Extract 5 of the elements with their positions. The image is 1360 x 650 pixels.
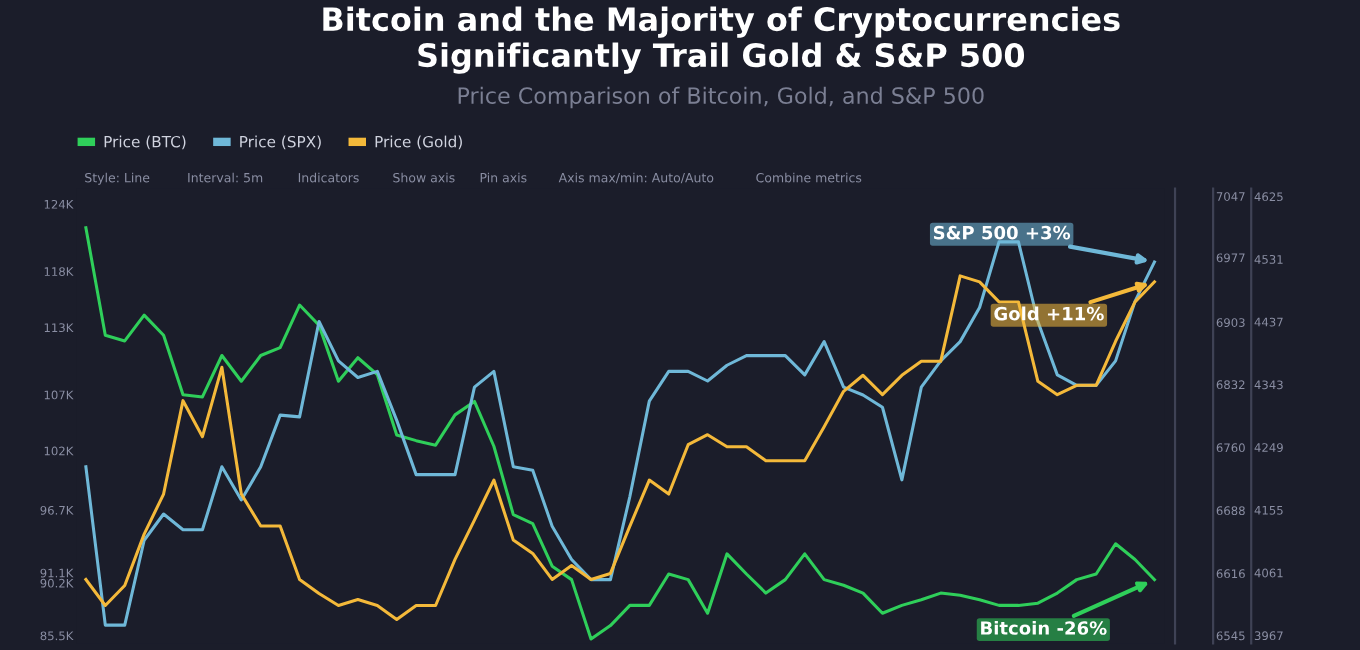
chart-title: Bitcoin and the Majority of Cryptocurrencies Significantly Trail Gold & S&P 500 xyxy=(323,6,1120,74)
chart-subtitle: Price Comparison of Bitcoin, Gold, and S&P 500 xyxy=(458,86,984,109)
annotation: Gold +11% xyxy=(994,306,1104,321)
annotation: Bitcoin -26% xyxy=(981,620,1107,635)
annotation: S&P 500 +3% xyxy=(933,225,1071,240)
